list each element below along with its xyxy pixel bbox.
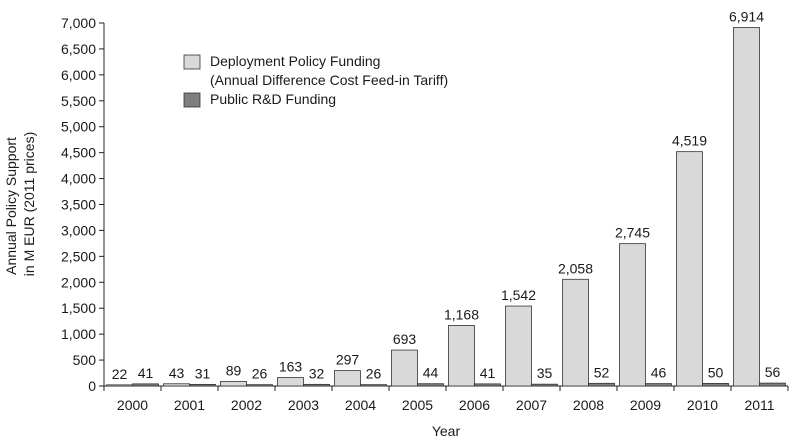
- data-label-rd: 44: [423, 365, 439, 381]
- bar-rd-funding: [246, 384, 273, 387]
- data-label-deployment: 89: [226, 362, 242, 378]
- data-label-deployment: 4,519: [672, 133, 707, 149]
- x-axis-title: Year: [432, 423, 461, 439]
- bar-deployment-funding: [334, 370, 361, 387]
- x-axis: 2000 2001 2002 2003 2004 2005 2006 2007 2008 2009…: [103, 385, 789, 413]
- legend-swatch-deployment: [183, 54, 201, 70]
- y-tick-label: 1,000: [61, 326, 96, 342]
- bar-deployment-funding: [163, 383, 190, 387]
- bar-rd-funding: [303, 383, 330, 387]
- x-tick-label: 2000: [117, 397, 148, 413]
- x-tick-label: 2001: [174, 397, 205, 413]
- y-tick-label: 2,500: [61, 248, 96, 264]
- y-tick-label: 3,000: [61, 222, 96, 238]
- y-tick-label: 5,000: [61, 119, 96, 135]
- bar-deployment-funding: [562, 278, 589, 387]
- bar-deployment-funding: [448, 325, 475, 387]
- y-axis-title-line-1: Annual Policy Support: [3, 137, 19, 275]
- x-tick-label: 2007: [516, 397, 547, 413]
- bar-rd-funding: [360, 384, 387, 387]
- bar-rd-funding: [702, 383, 729, 387]
- y-axis-title: Annual Policy Support in M EUR (2011 pri…: [3, 132, 37, 276]
- data-label-rd: 46: [651, 365, 667, 381]
- bar-rd-funding: [645, 383, 672, 387]
- y-tick-label: 4,000: [61, 171, 96, 187]
- bar-rd-funding: [132, 383, 159, 387]
- y-tick-label: 7,000: [61, 15, 96, 31]
- x-tick-label: 2005: [402, 397, 433, 413]
- legend-label-deployment: Deployment Policy Funding: [210, 53, 380, 69]
- data-label-deployment: 22: [112, 366, 128, 382]
- y-tick-label: 2,000: [61, 274, 96, 290]
- y-tick-label: 1,500: [61, 300, 96, 316]
- y-tick-label: 3,500: [61, 197, 96, 213]
- data-label-rd: 35: [537, 365, 553, 381]
- bar-deployment-funding: [106, 384, 133, 387]
- y-tick-label: 6,500: [61, 41, 96, 57]
- data-label-deployment: 43: [169, 365, 185, 381]
- data-label-rd: 41: [138, 365, 154, 381]
- y-tick-label: 4,500: [61, 145, 96, 161]
- data-label-deployment: 297: [336, 352, 360, 368]
- y-tick-label: 0: [88, 378, 96, 394]
- bar-deployment-funding: [220, 380, 247, 387]
- legend: Deployment Policy Funding (Annual Differe…: [183, 53, 448, 108]
- x-tick-label: 2010: [687, 397, 718, 413]
- data-label-rd: 56: [765, 364, 781, 380]
- bar-deployment-funding: [505, 305, 532, 387]
- x-tick-label: 2006: [459, 397, 490, 413]
- data-label-rd: 52: [594, 364, 610, 380]
- data-label-deployment: 6,914: [729, 8, 764, 24]
- data-label-deployment: 2,745: [615, 225, 650, 241]
- data-label-deployment: 693: [393, 331, 417, 347]
- bar-rd-funding: [474, 383, 501, 387]
- x-tick-label: 2004: [345, 397, 376, 413]
- y-axis: 0 500 1,000 1,500 2,000 2,500 3,000 3,500 4,000 4…: [61, 15, 105, 394]
- data-label-rd: 50: [708, 364, 724, 380]
- x-tick-label: 2011: [744, 397, 774, 413]
- bar-deployment-funding: [391, 349, 418, 387]
- data-label-rd: 32: [309, 365, 325, 381]
- x-tick-label: 2002: [231, 397, 262, 413]
- bar-rd-funding: [588, 382, 615, 387]
- data-label-deployment: 163: [279, 359, 303, 375]
- bar-rd-funding: [531, 383, 558, 387]
- x-tick-label: 2003: [288, 397, 319, 413]
- legend-swatch-rd: [183, 92, 201, 108]
- bar-deployment-funding: [277, 377, 304, 387]
- data-label-deployment: 1,542: [501, 287, 536, 303]
- legend-label-deployment: (Annual Difference Cost Feed-in Tariff): [210, 72, 448, 88]
- y-axis-title-line-2: in M EUR (2011 prices): [21, 132, 37, 276]
- bar-deployment-funding: [619, 243, 646, 387]
- y-tick-label: 6,000: [61, 67, 96, 83]
- data-label-rd: 26: [366, 366, 382, 382]
- data-label-deployment: 1,168: [444, 306, 479, 322]
- data-label-deployment: 2,058: [558, 260, 593, 276]
- bars: [106, 27, 786, 387]
- bar-rd-funding: [189, 383, 216, 387]
- x-tick-label: 2009: [630, 397, 661, 413]
- y-tick-label: 500: [73, 352, 97, 368]
- y-tick-label: 5,500: [61, 93, 96, 109]
- legend-label-rd: Public R&D Funding: [210, 91, 336, 107]
- x-tick-label: 2008: [573, 397, 604, 413]
- bar-rd-funding: [759, 382, 786, 387]
- data-labels: 22 41 43 31 89 26 163 32 297 26 693 44 1,168 41 1,542 3…: [112, 8, 781, 381]
- bar-deployment-funding: [733, 27, 760, 387]
- bar-deployment-funding: [676, 151, 703, 387]
- bar-rd-funding: [417, 383, 444, 387]
- data-label-rd: 41: [480, 365, 496, 381]
- data-label-rd: 26: [252, 366, 268, 382]
- data-label-rd: 31: [195, 365, 211, 381]
